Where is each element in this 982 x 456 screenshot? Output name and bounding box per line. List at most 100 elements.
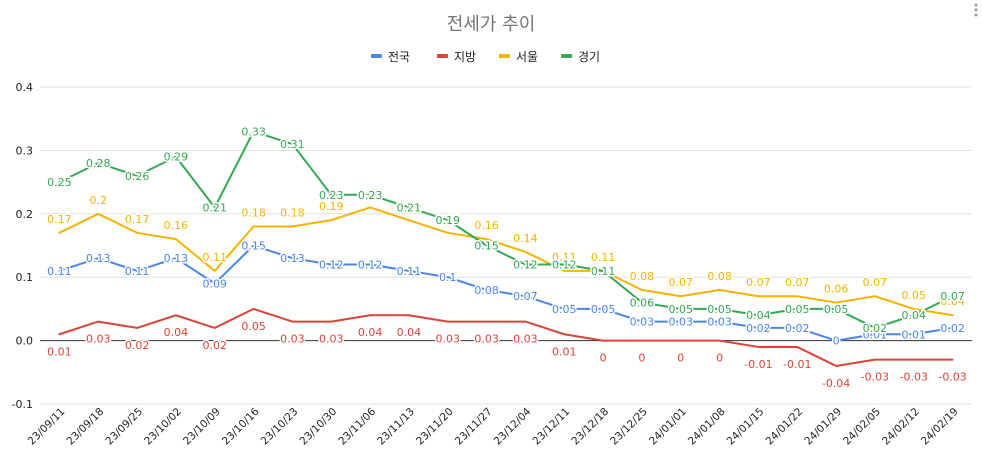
x-tick-label: 23/10/16: [220, 405, 262, 447]
data-label: 0.13: [164, 252, 189, 265]
x-tick-label: 23/11/27: [453, 406, 495, 448]
data-label-halo: 0.03: [86, 333, 111, 346]
data-label: -0.01: [783, 358, 811, 371]
data-label: 0.07: [513, 290, 538, 303]
data-label-halo: 0.05: [824, 303, 849, 316]
data-label: 0.03: [86, 333, 111, 346]
data-label: 0.02: [785, 322, 810, 335]
data-label: 0.14: [513, 232, 538, 245]
data-label-halo: 0.13: [86, 252, 111, 265]
y-tick-label: -0.1: [12, 398, 33, 411]
data-label: 0: [833, 335, 840, 348]
data-label-halo: 0.04: [358, 326, 383, 339]
data-label-halo: 0.08: [707, 270, 732, 283]
data-label-halo: 0.07: [746, 276, 771, 289]
data-label: -0.04: [822, 377, 850, 390]
data-label-halo: 0.17: [47, 213, 72, 226]
data-label: 0.26: [125, 170, 150, 183]
data-label-halo: 0.06: [630, 297, 655, 310]
data-label: 0.12: [552, 259, 577, 272]
data-label: 0.18: [241, 206, 266, 219]
chart-title: 전세가 추이: [447, 14, 536, 35]
more-options-icon[interactable]: [974, 3, 978, 17]
data-label-halo: 0.23: [319, 189, 344, 202]
data-label-halo: 0: [677, 352, 684, 365]
data-label-halo: 0.18: [241, 206, 266, 219]
data-label-halo: 0.08: [630, 270, 655, 283]
data-label: 0: [638, 352, 645, 365]
gridlines: [40, 86, 972, 405]
data-label-halo: 0.31: [280, 138, 305, 151]
data-label: 0.13: [280, 252, 305, 265]
x-tick-label: 23/12/25: [608, 406, 650, 448]
data-labels: 0.010.010.030.03 0.020.020.040.040.020.02…: [46, 124, 969, 392]
data-label-halo: 0.1: [439, 271, 457, 284]
data-label-halo: 0: [833, 335, 840, 348]
data-label: 0.17: [47, 213, 72, 226]
data-label: 0.11: [397, 265, 422, 278]
data-label-halo: 0.11: [552, 251, 577, 264]
data-label-halo: -0.03: [900, 371, 928, 384]
series-line-4: [58, 130, 954, 329]
data-label: 0.18: [280, 206, 305, 219]
data-label-halo: 0.16: [474, 219, 499, 232]
data-label-halo: 0.03: [513, 333, 538, 346]
data-label: 0.19: [319, 200, 344, 213]
data-label: 0.04: [358, 326, 383, 339]
data-label-halo: 0.05: [241, 320, 266, 333]
data-label-halo: 0.04: [164, 326, 189, 339]
y-tick-label: 0.3: [16, 144, 34, 157]
data-label: 0.01: [552, 345, 577, 358]
data-label: 0.12: [513, 259, 538, 272]
data-label: 0.05: [591, 303, 616, 316]
legend-label-1: 전국: [388, 50, 410, 64]
data-label-halo: 0.28: [86, 157, 111, 170]
data-label-halo: -0.01: [744, 358, 772, 371]
data-label-halo: 0.12: [358, 259, 383, 272]
data-label: 0.33: [241, 125, 266, 138]
x-tick-label: 23/12/04: [492, 405, 534, 447]
x-tick-label: 23/11/13: [375, 406, 417, 448]
data-label: 0.05: [552, 303, 577, 316]
data-label: 0.11: [591, 265, 616, 278]
data-label: 0.2: [90, 194, 108, 207]
data-label: 0.08: [707, 270, 732, 283]
data-label: 0.04: [902, 309, 927, 322]
data-label: 0.08: [474, 284, 499, 297]
x-tick-label: 24/02/19: [919, 406, 961, 448]
x-tick-label: 23/09/18: [65, 406, 107, 448]
data-label-halo: 0.16: [164, 219, 189, 232]
data-label: 0.15: [474, 240, 499, 253]
y-tick-label: 0.4: [16, 81, 34, 94]
data-label: 0.07: [940, 290, 965, 303]
data-label: 0.16: [164, 219, 189, 232]
data-label-halo: 0.25: [47, 176, 72, 189]
data-label: 0.02: [203, 339, 228, 352]
data-label: 0.06: [630, 297, 655, 310]
data-label: 0.01: [863, 328, 888, 341]
data-label-halo: 0.05: [707, 303, 732, 316]
x-tick-label: 23/10/30: [298, 406, 340, 448]
data-label-halo: 0.14: [513, 232, 538, 245]
data-label: 0.03: [707, 316, 732, 329]
data-label-halo: 0.01: [47, 345, 72, 358]
data-label: 0.15: [241, 240, 266, 253]
data-label: 0.03: [436, 333, 461, 346]
data-label-halo: 0.21: [358, 187, 383, 200]
data-label: 0.23: [319, 189, 344, 202]
data-label-halo: 0.11: [47, 265, 72, 278]
x-tick-label: 24/01/22: [764, 406, 806, 448]
data-label: 0.17: [436, 213, 461, 226]
data-label-halo: 0.03: [319, 333, 344, 346]
data-label-halo: 0.13: [280, 252, 305, 265]
y-tick-label: 0.2: [16, 208, 34, 221]
data-label: 0.11: [552, 251, 577, 264]
data-label-halo: 0.02: [940, 322, 965, 335]
legend-label-3: 서울: [516, 50, 538, 64]
data-label-halo: 0.03: [280, 333, 305, 346]
data-label-halo: 0.03: [630, 316, 655, 329]
data-label: 0.19: [397, 200, 422, 213]
data-label-halo: 0.01: [902, 328, 927, 341]
data-label-halo: 0.07: [513, 290, 538, 303]
data-label: 0.21: [358, 187, 383, 200]
